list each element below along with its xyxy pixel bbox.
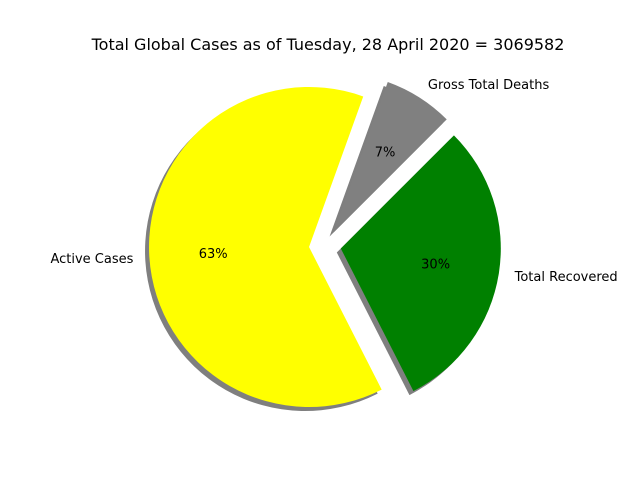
slice-percent-total-recovered: 30% bbox=[421, 258, 450, 273]
chart-title: Total Global Cases as of Tuesday, 28 Apr… bbox=[91, 35, 565, 54]
pie-slice-active-cases bbox=[149, 87, 382, 408]
slice-percent-gross-total-deaths: 7% bbox=[375, 145, 396, 160]
slice-percent-active-cases: 63% bbox=[199, 247, 228, 262]
pie-label-layer: 7% Gross Total Deaths 63% Active Cases 30% To… bbox=[50, 78, 617, 285]
pie-slice-layer bbox=[149, 81, 501, 408]
slice-label-gross-total-deaths: Gross Total Deaths bbox=[428, 78, 550, 93]
slice-label-active-cases: Active Cases bbox=[50, 252, 133, 267]
pie-slice-gross-total-deaths bbox=[333, 81, 447, 233]
pie-slice-total-recovered bbox=[340, 135, 501, 392]
slice-label-total-recovered: Total Recovered bbox=[514, 270, 618, 285]
